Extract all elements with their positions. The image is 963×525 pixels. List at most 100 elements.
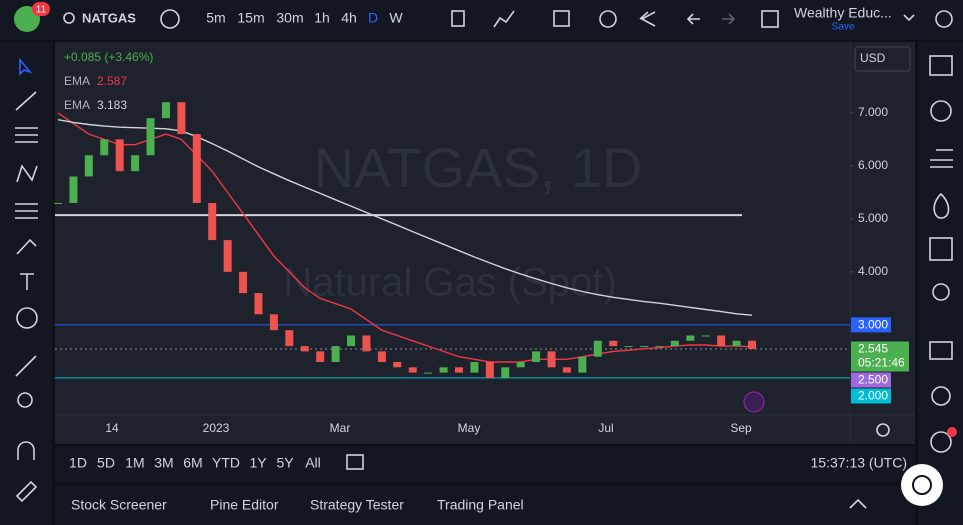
level-label: 2.500 bbox=[858, 373, 888, 387]
alerts-icon[interactable] bbox=[930, 100, 952, 122]
panel-tab[interactable]: Strategy Tester bbox=[310, 497, 404, 513]
candle bbox=[516, 361, 525, 368]
search-icon[interactable] bbox=[63, 12, 75, 24]
candle bbox=[347, 335, 356, 347]
fullscreen-icon[interactable] bbox=[761, 10, 779, 28]
level-label: 3.000 bbox=[858, 318, 888, 332]
candle bbox=[424, 372, 433, 374]
account-menu[interactable] bbox=[903, 14, 915, 22]
candle bbox=[377, 351, 386, 362]
collapse-panel[interactable] bbox=[849, 498, 867, 509]
interval-button[interactable]: 4h bbox=[341, 10, 357, 26]
candle bbox=[362, 335, 371, 352]
zoom-tool[interactable] bbox=[17, 392, 33, 408]
assistant-icon bbox=[912, 475, 932, 495]
account-name[interactable]: Wealthy Educ... bbox=[794, 5, 892, 21]
chart-type-icon[interactable] bbox=[451, 10, 465, 27]
projection-tool[interactable] bbox=[15, 203, 38, 219]
ema-label: EMA bbox=[64, 98, 90, 112]
range-button[interactable]: YTD bbox=[212, 455, 240, 471]
trend-line-tool[interactable] bbox=[15, 91, 37, 111]
watermark: NATGAS, 1D bbox=[314, 136, 643, 199]
event-marker[interactable] bbox=[743, 391, 765, 413]
chat-icon[interactable] bbox=[929, 341, 953, 360]
fib-tool[interactable] bbox=[15, 127, 38, 143]
hotlists-icon[interactable] bbox=[933, 192, 950, 219]
range-button[interactable]: All bbox=[305, 455, 321, 471]
settings-icon[interactable] bbox=[935, 10, 953, 28]
interval-button[interactable]: W bbox=[389, 10, 403, 26]
candle bbox=[331, 346, 340, 362]
symbol[interactable]: NATGAS bbox=[82, 10, 136, 25]
currency[interactable]: USD bbox=[860, 51, 886, 65]
ideas-icon[interactable] bbox=[932, 283, 950, 301]
candle bbox=[501, 367, 510, 378]
axis-settings[interactable] bbox=[876, 423, 890, 437]
panel-tab[interactable]: Stock Screener bbox=[71, 497, 167, 513]
range-button[interactable]: 1M bbox=[125, 455, 144, 471]
lock-tool[interactable] bbox=[15, 480, 38, 503]
magnet-tool[interactable] bbox=[17, 441, 35, 460]
add-symbol[interactable] bbox=[160, 9, 180, 29]
assistant-button[interactable] bbox=[901, 464, 943, 506]
level-badge bbox=[851, 317, 891, 333]
indicators-icon[interactable] bbox=[493, 10, 515, 28]
text-tool[interactable] bbox=[20, 273, 34, 290]
y-tick-label: 5.000 bbox=[858, 211, 888, 225]
cursor-tool[interactable] bbox=[19, 57, 33, 76]
panel-tab[interactable]: Pine Editor bbox=[210, 497, 279, 513]
candle bbox=[254, 293, 263, 315]
calendar-icon[interactable] bbox=[929, 237, 953, 261]
notifications-icon[interactable] bbox=[930, 431, 952, 453]
currency-select[interactable] bbox=[854, 46, 911, 72]
candle bbox=[640, 346, 649, 348]
last-price-label: 2.545 bbox=[858, 342, 888, 356]
watermark-subtitle: Natural Gas (Spot) bbox=[283, 261, 616, 305]
range-button[interactable]: 6M bbox=[183, 455, 202, 471]
interval-button[interactable]: D bbox=[368, 10, 378, 26]
redo-icon[interactable] bbox=[722, 13, 736, 25]
range-button[interactable]: 5D bbox=[97, 455, 115, 471]
candle bbox=[732, 340, 741, 347]
date-range-icon[interactable] bbox=[346, 454, 364, 470]
data-window-icon[interactable] bbox=[930, 149, 953, 168]
layouts-icon[interactable] bbox=[553, 10, 570, 27]
interval-button[interactable]: 5m bbox=[206, 10, 225, 26]
range-button[interactable]: 1Y bbox=[249, 455, 267, 471]
candle bbox=[593, 340, 602, 357]
candle bbox=[670, 340, 679, 347]
range-button[interactable]: 5Y bbox=[276, 455, 294, 471]
candle bbox=[532, 351, 541, 362]
range-button[interactable]: 3M bbox=[154, 455, 173, 471]
interval-button[interactable]: 1h bbox=[314, 10, 330, 26]
range-button[interactable]: 1D bbox=[69, 455, 87, 471]
level-label: 2.000 bbox=[858, 389, 888, 403]
candle bbox=[717, 335, 726, 347]
ema-line bbox=[57, 119, 753, 316]
interval-button[interactable]: 15m bbox=[237, 10, 264, 26]
save-label[interactable]: Save bbox=[832, 22, 855, 33]
emoji-tool[interactable] bbox=[16, 307, 38, 329]
alert-icon[interactable] bbox=[599, 10, 617, 28]
x-tick-label: Sep bbox=[730, 421, 752, 435]
brush-tool[interactable] bbox=[16, 238, 37, 255]
panel-tab[interactable]: Trading Panel bbox=[437, 497, 524, 513]
interval-button[interactable]: 30m bbox=[276, 10, 303, 26]
x-tick-label: 2023 bbox=[203, 421, 230, 435]
watchlist-icon[interactable] bbox=[929, 55, 953, 76]
undo-icon[interactable] bbox=[686, 13, 700, 25]
sidebar-icons bbox=[929, 55, 953, 453]
candle bbox=[269, 314, 278, 331]
candle bbox=[54, 202, 62, 204]
replay-icon[interactable] bbox=[639, 11, 656, 27]
streams-icon[interactable] bbox=[931, 386, 951, 406]
candle bbox=[393, 361, 402, 368]
x-tick-label: May bbox=[458, 421, 481, 435]
level-badge bbox=[851, 372, 891, 388]
pattern-tool[interactable] bbox=[16, 164, 38, 183]
candle bbox=[748, 340, 756, 350]
bottom-tabs bbox=[55, 486, 915, 525]
measure-tool[interactable] bbox=[15, 355, 37, 377]
ema-value: 2.587 bbox=[97, 74, 127, 88]
